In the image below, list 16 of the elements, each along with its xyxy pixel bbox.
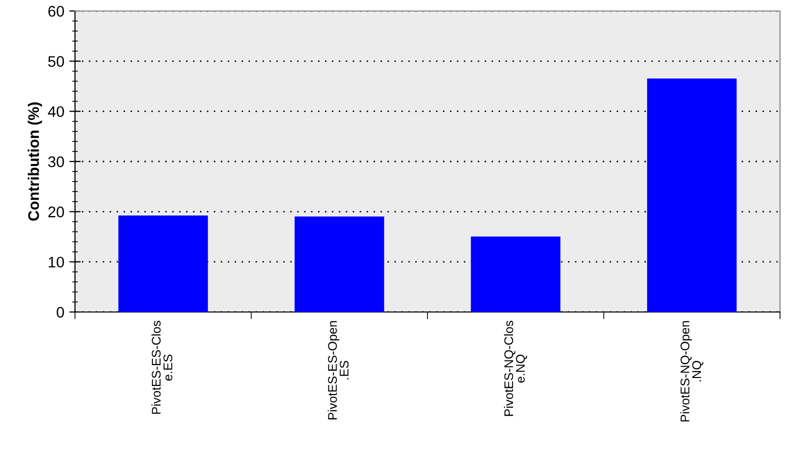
y-tick-label: 60 (48, 6, 64, 17)
bar (470, 236, 560, 312)
y-axis-title: Contribution (%) (28, 102, 42, 221)
bar (647, 78, 737, 312)
x-tick-label: PivotES-NQ-Open .NQ (680, 321, 704, 422)
y-tick-label: 20 (48, 206, 64, 218)
y-tick-label: 50 (48, 56, 64, 67)
x-tick-label: PivotES-NQ-Clos e.NQ (504, 320, 528, 416)
y-tick-label: 0 (56, 306, 64, 318)
x-tick-label: PivotES-ES-Clos e.ES (151, 320, 172, 414)
x-tick-label: PivotES-ES-Open .ES (328, 321, 349, 420)
bar (118, 215, 208, 312)
y-tick-label: 10 (48, 256, 64, 268)
y-tick-label: 40 (48, 106, 64, 118)
y-tick-label: 30 (48, 156, 64, 168)
bar (294, 216, 384, 312)
